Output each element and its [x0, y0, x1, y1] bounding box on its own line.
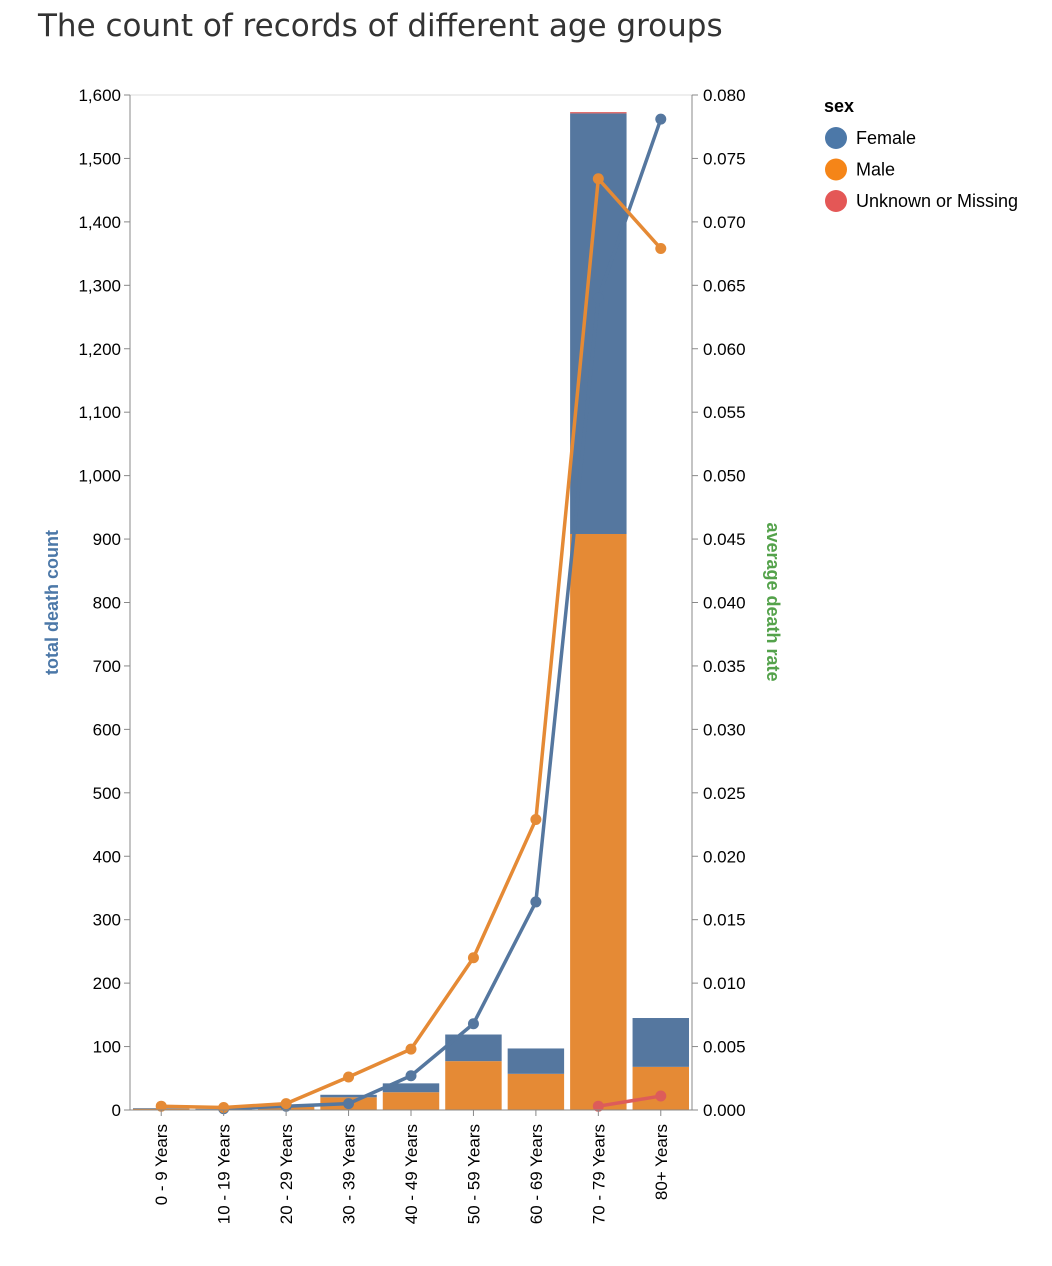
y-right-tick-label: 0.000: [703, 1101, 746, 1120]
point-male: [155, 1100, 167, 1112]
point-male: [280, 1098, 292, 1110]
legend-swatch-unknown-or-missing: [825, 190, 847, 212]
legend-swatch-male: [825, 158, 847, 181]
y-right-tick-label: 0.045: [703, 530, 746, 549]
y-right-tick-label: 0.060: [703, 340, 746, 359]
y-left-tick-label: 100: [93, 1038, 121, 1057]
y-right-tick-label: 0.020: [703, 847, 746, 866]
y-right-axis-title: average death rate: [763, 522, 783, 681]
point-female: [655, 113, 667, 125]
point-male: [592, 173, 604, 185]
y-left-tick-label: 1,000: [78, 467, 121, 486]
legend-label: Male: [856, 160, 895, 180]
bar-female: [382, 1083, 440, 1093]
y-right-tick-label: 0.005: [703, 1038, 746, 1057]
legend-title: sex: [824, 96, 854, 116]
y-right-tick-label: 0.030: [703, 720, 746, 739]
y-right-tick-label: 0.055: [703, 403, 746, 422]
bar-male: [570, 533, 627, 1110]
y-left-tick-label: 1,300: [78, 276, 121, 295]
bar-female: [632, 1018, 689, 1067]
y-right-tick-label: 0.035: [703, 657, 746, 676]
y-left-tick-label: 300: [93, 911, 121, 930]
x-tick-label: 50 - 59 Years: [464, 1124, 483, 1224]
y-right-tick-label: 0.040: [703, 594, 746, 613]
bar-male: [382, 1092, 440, 1110]
y-left-tick-label: 1,500: [78, 149, 121, 168]
y-left-tick-label: 600: [93, 720, 121, 739]
legend-label: Unknown or Missing: [856, 191, 1018, 211]
point-unknown-or-missing: [592, 1100, 604, 1112]
x-tick-label: 30 - 39 Years: [340, 1124, 359, 1224]
bar-male: [445, 1061, 502, 1110]
point-female: [467, 1018, 479, 1030]
bar-male: [507, 1073, 565, 1110]
point-male: [405, 1043, 417, 1055]
chart-title: The count of records of different age gr…: [38, 8, 723, 44]
x-tick-label: 40 - 49 Years: [402, 1124, 421, 1224]
y-left-tick-label: 1,100: [78, 403, 121, 422]
axis-layer: 0 100 200 300 400 500 600 700 800 900 1,000 1,100 1,…: [42, 86, 783, 1224]
x-tick-label: 70 - 79 Years: [589, 1124, 608, 1224]
y-left-axis-title: total death count: [42, 530, 62, 675]
y-left-tick-label: 500: [93, 784, 121, 803]
x-tick-label: 20 - 29 Years: [277, 1124, 296, 1224]
bar-female: [320, 1094, 377, 1098]
y-right-tick-label: 0.080: [703, 86, 746, 105]
y-right-tick-label: 0.070: [703, 213, 746, 232]
line-layer: [155, 113, 667, 1115]
point-female: [592, 292, 604, 304]
bar-male: [632, 1066, 689, 1110]
bar-unknown-or-missing: [570, 112, 627, 114]
y-left-tick-label: 1,400: [78, 213, 121, 232]
y-left-tick-label: 1,600: [78, 86, 121, 105]
point-unknown-or-missing: [655, 1090, 667, 1102]
y-right-tick-label: 0.015: [703, 911, 746, 930]
y-left-tick-label: 800: [93, 594, 121, 613]
point-male: [343, 1071, 355, 1083]
y-left-tick-label: 700: [93, 657, 121, 676]
bar-female: [507, 1048, 565, 1074]
legend-label: Female: [856, 128, 916, 148]
y-left-tick-label: 0: [112, 1101, 121, 1120]
x-tick-label: 80+ Years: [652, 1124, 671, 1200]
point-female: [405, 1070, 417, 1082]
x-tick-label: 0 - 9 Years: [152, 1124, 171, 1205]
y-left-tick-label: 200: [93, 974, 121, 993]
y-right-tick-label: 0.010: [703, 974, 746, 993]
y-left-tick-label: 900: [93, 530, 121, 549]
point-male: [530, 813, 542, 825]
y-right-tick-label: 0.065: [703, 276, 746, 295]
y-left-tick-label: 400: [93, 847, 121, 866]
bar-layer: [133, 112, 689, 1110]
y-right-tick-label: 0.050: [703, 467, 746, 486]
x-tick-label: 60 - 69 Years: [527, 1124, 546, 1224]
point-female: [343, 1098, 355, 1110]
line-unknown-or-missing: [598, 1094, 662, 1108]
point-female: [530, 896, 542, 908]
line-female: [223, 118, 663, 1111]
point-male: [467, 952, 479, 964]
y-right-tick-label: 0.075: [703, 149, 746, 168]
x-tick-label: 10 - 19 Years: [215, 1124, 234, 1224]
y-left-tick-label: 1,200: [78, 340, 121, 359]
y-right-tick-label: 0.025: [703, 784, 746, 803]
point-male: [655, 243, 667, 255]
legend-swatch-female: [825, 127, 847, 149]
